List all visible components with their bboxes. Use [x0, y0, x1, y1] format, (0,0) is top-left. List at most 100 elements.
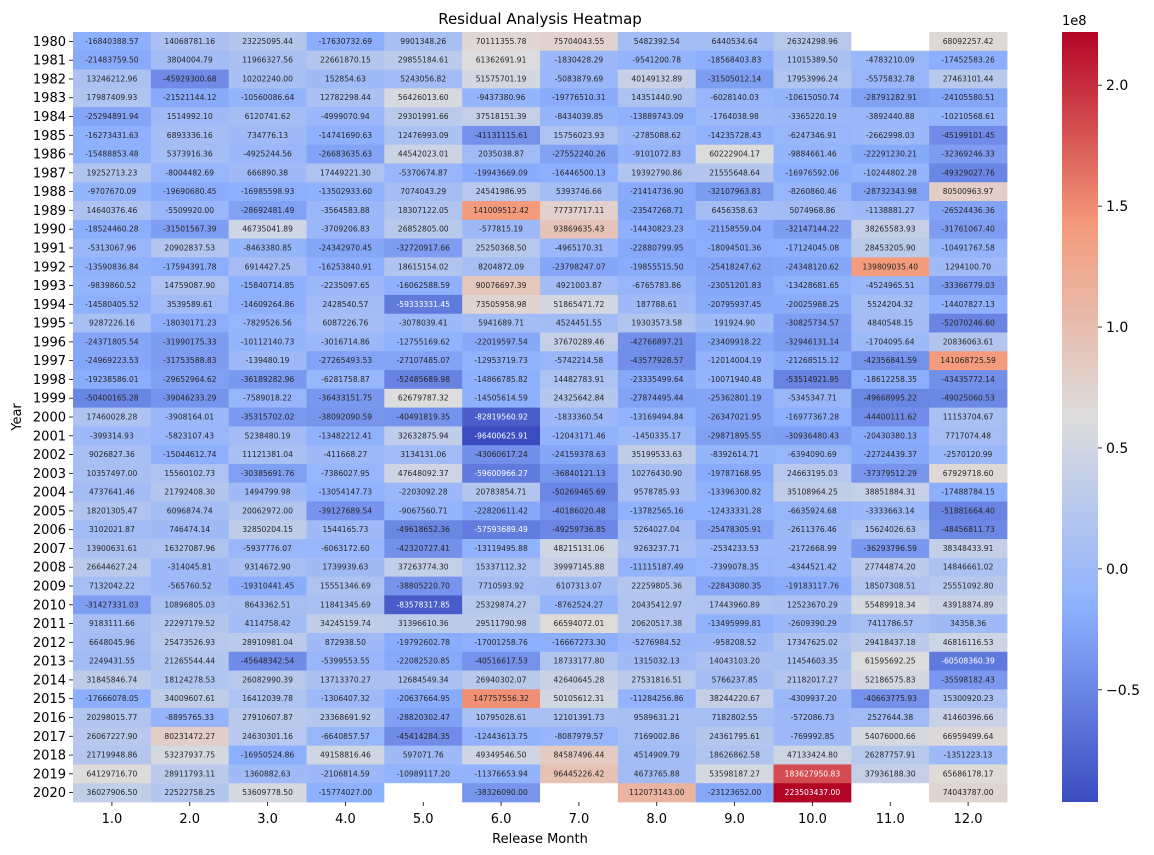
cell-value-label: -45648342.54 — [241, 657, 295, 666]
year-tick-label: 2008 — [33, 561, 66, 576]
heatmap-cell — [73, 632, 152, 653]
cell-value-label: -26683635.63 — [319, 150, 373, 159]
heatmap-cell — [462, 88, 541, 108]
heatmap-cell — [773, 614, 852, 634]
heatmap-cell — [617, 557, 697, 578]
cell-value-label: 29855184.61 — [398, 56, 449, 65]
cell-value-label: -572086.73 — [791, 713, 835, 722]
heatmap-cell — [617, 539, 697, 559]
heatmap-cell — [851, 32, 930, 52]
cell-value-label: -8392614.71 — [710, 450, 759, 459]
cell-value-label: 22661870.15 — [320, 56, 371, 65]
cell-value-label: 18733177.80 — [554, 657, 605, 666]
heatmap-cell — [306, 332, 385, 352]
heatmap-cell — [384, 539, 463, 559]
heatmap-cell — [150, 407, 230, 427]
cell-value-label: 9589631.21 — [634, 713, 680, 722]
cell-value-label: -13396300.82 — [708, 488, 762, 497]
cell-value-label: -16273431.63 — [85, 131, 139, 140]
cell-value-label: 23225095.44 — [242, 37, 293, 46]
cell-value-label: -17001258.76 — [474, 638, 528, 647]
heatmap-cell — [929, 764, 1008, 784]
heatmap-cell — [617, 501, 697, 521]
year-tick-label: 1999 — [33, 392, 66, 407]
heatmap-cell — [306, 88, 385, 108]
heatmap-cell — [462, 557, 541, 578]
cell-value-label: -52485689.98 — [397, 375, 451, 384]
heatmap-cell — [851, 726, 930, 747]
cell-value-label: 13713370.27 — [320, 675, 371, 684]
cell-value-label: 9578785.93 — [634, 488, 680, 497]
cell-value-label: -43577928.57 — [630, 356, 684, 365]
year-tick-label: 1989 — [33, 204, 66, 219]
cell-value-label: -9067560.71 — [399, 506, 448, 515]
y-axis-label: Year — [10, 403, 25, 432]
cell-value-label: 4737641.46 — [89, 488, 135, 497]
heatmap-cell — [929, 32, 1008, 52]
cell-value-label: -31990175.33 — [163, 337, 217, 346]
cell-value-label: 3539589.61 — [167, 300, 213, 309]
year-tick-label: 2013 — [33, 655, 66, 670]
month-tick-label: 6.0 — [491, 812, 512, 827]
heatmap-cell — [929, 426, 1008, 446]
cell-value-label: -30825734.57 — [786, 319, 840, 328]
year-tick-label: 1998 — [33, 373, 66, 388]
heatmap-cell — [773, 445, 852, 465]
year-tick-label: 2020 — [33, 786, 66, 801]
cell-value-label: 37263774.30 — [398, 563, 449, 572]
heatmap-cell — [929, 520, 1008, 540]
heatmap-cell — [150, 50, 230, 70]
heatmap-cell — [462, 257, 541, 277]
heatmap-cell — [306, 708, 385, 728]
cell-value-label: -35598182.43 — [941, 675, 995, 684]
heatmap-cell — [462, 726, 541, 747]
heatmap-cell — [462, 219, 541, 239]
heatmap-cell — [228, 294, 307, 315]
cell-value-label: -17452583.26 — [941, 56, 995, 65]
heatmap-cell — [617, 32, 697, 52]
heatmap-cell — [617, 294, 697, 315]
heatmap-cell — [773, 708, 852, 728]
cell-value-label: -17124045.08 — [786, 243, 840, 252]
cell-value-label: 66594072.01 — [554, 619, 605, 628]
heatmap-cell — [462, 107, 541, 127]
cell-value-label: -41131115.61 — [474, 131, 528, 140]
heatmap-cell — [228, 125, 307, 146]
heatmap-cell — [851, 745, 930, 765]
cell-value-label: 4524451.55 — [556, 319, 602, 328]
heatmap-cell — [150, 257, 230, 277]
heatmap-cell — [617, 332, 697, 352]
cell-value-label: 7074043.29 — [400, 187, 446, 196]
cell-value-label: -4999070.94 — [321, 112, 370, 121]
heatmap-cell — [851, 689, 930, 709]
cell-value-label: -16446500.13 — [552, 168, 606, 177]
cell-value-label: 32632875.94 — [398, 431, 449, 440]
cell-value-label: 10357497.00 — [87, 469, 138, 478]
heatmap-cell — [695, 388, 774, 409]
heatmap-cell — [695, 125, 774, 146]
heatmap-cell — [462, 632, 541, 653]
cell-value-label: -42766897.21 — [630, 337, 684, 346]
heatmap-cell — [384, 313, 463, 333]
cell-value-label: -5937776.07 — [243, 544, 292, 553]
heatmap-cell — [851, 69, 930, 89]
heatmap-cell — [929, 332, 1008, 352]
cell-value-label: 51575701.19 — [476, 74, 527, 83]
cell-value-label: -19238586.01 — [85, 375, 139, 384]
cell-value-label: -13119495.88 — [474, 544, 528, 553]
heatmap-cell — [540, 745, 619, 765]
heatmap-cell — [73, 219, 152, 239]
heatmap-cell — [851, 426, 930, 446]
cell-value-label: -21268515.12 — [786, 356, 840, 365]
cell-value-label: 19252713.23 — [87, 168, 138, 177]
heatmap-cell — [695, 614, 774, 634]
cell-value-label: -1704095.64 — [866, 337, 915, 346]
heatmap-cell — [306, 144, 385, 164]
cell-value-label: -59600966.27 — [474, 469, 528, 478]
heatmap-cell — [929, 614, 1008, 634]
cell-value-label: 20783854.71 — [476, 488, 527, 497]
heatmap-cell — [462, 370, 541, 390]
cell-value-label: -1830428.29 — [555, 56, 604, 65]
cell-value-label: 6120741.62 — [245, 112, 291, 121]
cell-value-label: -577815.19 — [479, 225, 523, 234]
